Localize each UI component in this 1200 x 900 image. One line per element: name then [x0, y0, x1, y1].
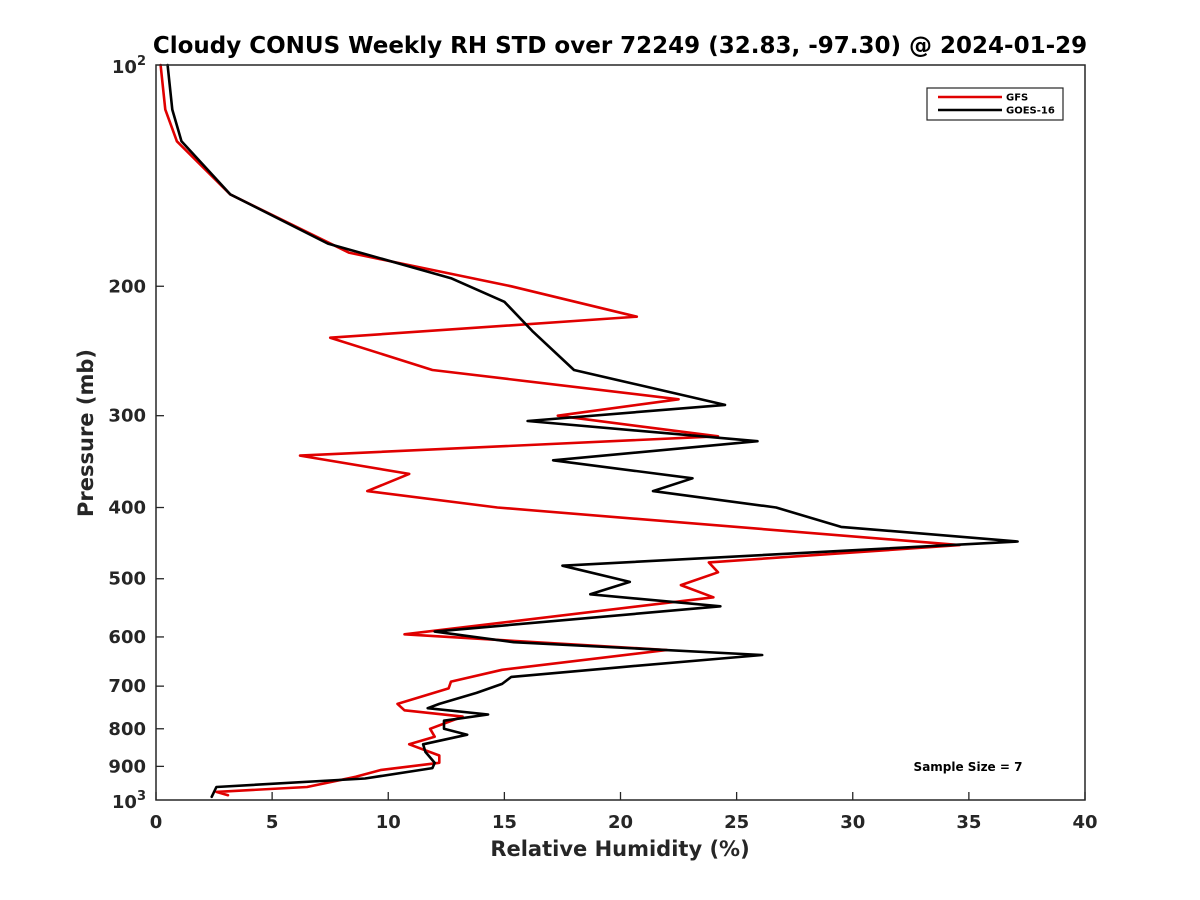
- y-decade-label: 103: [112, 789, 146, 813]
- y-tick-label: 200: [108, 276, 146, 297]
- y-axis-label: Pressure (mb): [74, 349, 98, 517]
- x-tick-label: 0: [150, 812, 163, 833]
- y-tick-label: 800: [108, 719, 146, 740]
- x-tick-label: 30: [840, 812, 865, 833]
- x-axis-ticks: 0 5 10 15 20 25 30 35 40: [150, 792, 1098, 833]
- y-tick-label: 500: [108, 569, 146, 590]
- y-tick-label: 900: [108, 756, 146, 777]
- plot-series-layer: [159, 63, 1019, 799]
- x-tick-label: 10: [376, 812, 401, 833]
- x-tick-label: 15: [492, 812, 517, 833]
- x-axis-label: Relative Humidity (%): [490, 837, 749, 861]
- x-tick-label: 5: [266, 812, 279, 833]
- legend: GFS GOES-16: [926, 87, 1064, 121]
- legend-gfs-label: GFS: [1006, 93, 1028, 104]
- y-axis-ticks: 200 300 400 500 600 700 800 900 102 103: [108, 54, 164, 813]
- series-line-gfs: [159, 63, 961, 797]
- y-tick-label: 700: [108, 676, 146, 697]
- plot-frame: [155, 64, 1086, 801]
- x-tick-label: 35: [956, 812, 981, 833]
- x-tick-label: 40: [1072, 812, 1097, 833]
- chart-title: Cloudy CONUS Weekly RH STD over 72249 (3…: [153, 33, 1087, 59]
- x-tick-label: 20: [608, 812, 633, 833]
- legend-goes16-label: GOES-16: [1006, 106, 1055, 117]
- x-tick-label: 25: [724, 812, 749, 833]
- y-tick-label: 600: [108, 627, 146, 648]
- y-decade-label: 102: [112, 54, 146, 78]
- sample-size-annotation: Sample Size = 7: [914, 760, 1023, 774]
- series-line-goes16: [166, 63, 1019, 799]
- y-tick-label: 400: [108, 498, 146, 519]
- y-tick-label: 300: [108, 406, 146, 427]
- legend-box: [926, 87, 1064, 121]
